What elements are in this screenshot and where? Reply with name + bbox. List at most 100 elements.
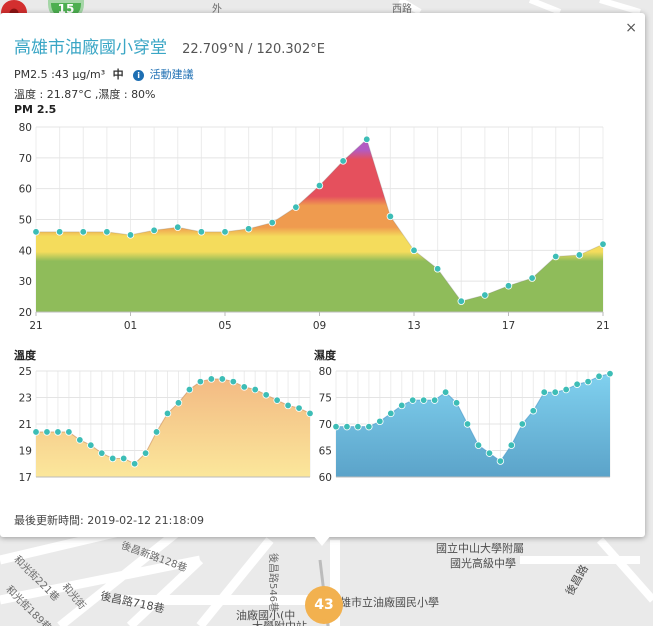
- data-point: [606, 369, 614, 378]
- activity-advice-link[interactable]: i 活動建議: [133, 68, 194, 81]
- data-point: [87, 441, 95, 449]
- data-point: [485, 449, 494, 457]
- data-point: [419, 396, 428, 404]
- x-tick-label: 21: [596, 320, 609, 332]
- data-point: [119, 454, 128, 463]
- data-point: [387, 409, 395, 418]
- x-tick-label: 05: [218, 320, 231, 332]
- y-tick-label: 50: [19, 215, 32, 227]
- data-point: [452, 399, 461, 407]
- data-point: [150, 226, 158, 234]
- x-tick-label: 13: [407, 320, 420, 332]
- series-area: [36, 139, 603, 312]
- y-tick-label: 21: [19, 419, 32, 431]
- data-point: [306, 409, 314, 418]
- data-point: [295, 404, 303, 412]
- pm25-reading: PM2.5 :43 μg/m³: [14, 68, 106, 81]
- data-point: [185, 385, 194, 394]
- data-point: [457, 297, 465, 305]
- info-icon: i: [133, 70, 145, 81]
- close-icon[interactable]: ×: [625, 20, 637, 36]
- data-point: [79, 228, 87, 236]
- pm25-summary: PM2.5 :43 μg/m³ 中 i 活動建議: [14, 66, 194, 82]
- series-area: [336, 373, 610, 477]
- map-label-high-school: 國光高級中學: [450, 557, 516, 570]
- series-area: [36, 378, 310, 477]
- data-point: [481, 291, 489, 299]
- popup-pointer: [312, 534, 332, 546]
- x-tick-label: 17: [502, 320, 515, 332]
- data-point: [430, 396, 439, 404]
- data-point: [65, 428, 73, 436]
- data-point: [292, 203, 300, 211]
- data-point: [315, 181, 324, 190]
- data-point: [575, 251, 584, 259]
- map-label-school: 雄市立油廠國民小學: [340, 596, 439, 609]
- data-point: [474, 441, 483, 449]
- data-point: [240, 383, 248, 391]
- data-point: [410, 246, 418, 255]
- popup-header: 高雄市油廠國小穿堂 22.709°N / 120.302°E: [14, 33, 325, 58]
- x-tick-label: 01: [124, 320, 137, 332]
- data-point: [595, 372, 603, 380]
- activity-advice-label: 活動建議: [149, 68, 194, 81]
- data-point: [518, 420, 527, 428]
- y-tick-label: 17: [19, 472, 32, 484]
- data-point: [365, 422, 373, 431]
- y-tick-label: 19: [19, 446, 32, 458]
- data-point: [98, 449, 106, 457]
- data-point: [244, 225, 253, 233]
- x-tick-label: 21: [29, 320, 42, 332]
- y-tick-label: 40: [19, 245, 32, 257]
- data-point: [363, 135, 371, 144]
- data-point: [433, 265, 442, 273]
- data-point: [529, 407, 537, 415]
- y-tick-label: 60: [19, 184, 32, 196]
- data-point: [109, 454, 117, 463]
- data-point: [174, 399, 183, 407]
- temperature-chart: 17 19 21 23 25: [19, 366, 314, 484]
- data-point: [284, 401, 292, 410]
- last-updated: 最後更新時間: 2019-02-12 21:18:09: [14, 514, 205, 527]
- pm25-level: 中: [112, 68, 124, 81]
- data-point: [43, 428, 51, 436]
- station-popup: × 高雄市油廠國小穿堂 22.709°N / 120.302°E PM2.5 :…: [0, 13, 645, 537]
- data-point: [496, 457, 505, 465]
- data-point: [174, 223, 182, 231]
- humidity-chart-title: 濕度: [314, 349, 336, 362]
- y-tick-label: 20: [19, 307, 32, 319]
- map-label-top-right: 西路: [392, 4, 412, 15]
- data-point: [599, 240, 607, 248]
- data-point: [229, 377, 237, 386]
- y-tick-label: 60: [319, 472, 332, 484]
- data-point: [354, 422, 362, 431]
- data-point: [573, 380, 581, 388]
- data-point: [268, 218, 276, 227]
- data-point: [562, 385, 570, 394]
- humidity-chart: 60 65 70 75 80: [319, 366, 614, 484]
- map-label-station: 油廠國小(中: [236, 609, 296, 622]
- y-tick-label: 75: [319, 393, 332, 405]
- data-point: [551, 388, 559, 396]
- data-point: [55, 228, 64, 236]
- data-point: [197, 228, 206, 236]
- data-point: [207, 375, 216, 383]
- data-point: [409, 396, 417, 404]
- data-point: [126, 231, 135, 239]
- data-point: [343, 422, 351, 431]
- x-tick-label: 09: [313, 320, 326, 332]
- map-label-road-546: 後昌路546巷: [267, 552, 279, 613]
- data-point: [332, 422, 340, 431]
- y-tick-label: 70: [319, 419, 332, 431]
- data-point: [398, 401, 406, 410]
- y-tick-label: 80: [319, 366, 332, 378]
- pm-marker[interactable]: 43: [305, 586, 343, 624]
- data-point: [32, 428, 40, 436]
- pm25-chart: 20 30 40 50 60 70 80 21 01 05 09 13 17 21: [19, 122, 610, 332]
- station-name: 高雄市油廠國小穿堂: [14, 38, 167, 58]
- data-point: [528, 274, 536, 282]
- data-point: [54, 428, 62, 436]
- data-point: [32, 228, 40, 236]
- data-point: [141, 449, 150, 457]
- y-tick-label: 80: [19, 122, 32, 134]
